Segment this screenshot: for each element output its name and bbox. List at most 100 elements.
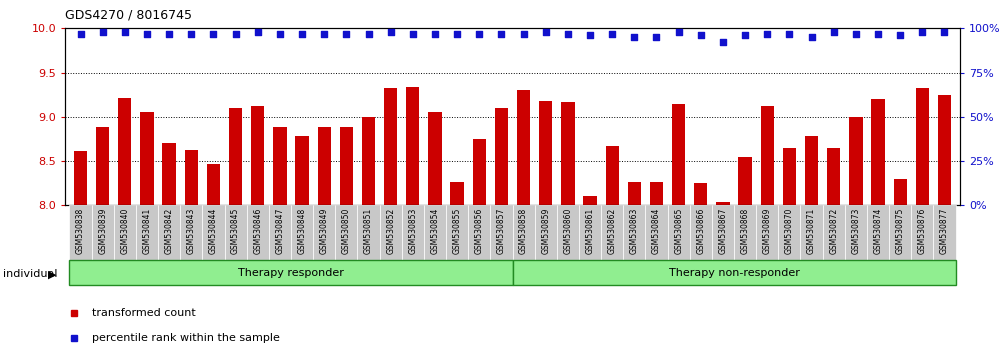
Text: GSM530851: GSM530851 [364, 208, 373, 254]
Text: Therapy non-responder: Therapy non-responder [669, 268, 799, 278]
Bar [446, 205, 468, 260]
Text: GSM530861: GSM530861 [586, 208, 595, 254]
Bar [938, 95, 951, 205]
Bar [845, 205, 867, 260]
Point [826, 29, 842, 35]
Bar [761, 106, 774, 205]
Point [405, 31, 421, 36]
Point [582, 33, 598, 38]
Text: GSM530842: GSM530842 [165, 208, 174, 254]
Bar [162, 143, 176, 205]
Text: GSM530876: GSM530876 [918, 208, 927, 255]
Text: GSM530855: GSM530855 [453, 208, 462, 255]
Bar [645, 205, 668, 260]
Bar [805, 136, 818, 205]
Bar [690, 205, 712, 260]
Bar [628, 182, 641, 205]
Bar [871, 99, 885, 205]
Point [804, 34, 820, 40]
Bar [827, 148, 840, 205]
Text: GSM530841: GSM530841 [142, 208, 151, 254]
Point [95, 29, 111, 35]
Bar [823, 205, 845, 260]
Point [870, 31, 886, 36]
Text: GSM530868: GSM530868 [741, 208, 750, 254]
Bar [756, 205, 778, 260]
Text: GSM530874: GSM530874 [874, 208, 883, 255]
Text: percentile rank within the sample: percentile rank within the sample [92, 333, 280, 343]
Bar [207, 164, 220, 205]
Bar [229, 108, 242, 205]
Point [316, 31, 332, 36]
Bar [583, 196, 597, 205]
Text: GSM530849: GSM530849 [320, 208, 329, 255]
Point [626, 34, 642, 40]
Text: GSM530858: GSM530858 [519, 208, 528, 254]
Point [648, 34, 664, 40]
Text: GSM530870: GSM530870 [785, 208, 794, 255]
Bar [694, 183, 707, 205]
Text: GSM530839: GSM530839 [98, 208, 107, 255]
Bar [295, 136, 309, 205]
Bar [867, 205, 889, 260]
Text: GSM530845: GSM530845 [231, 208, 240, 255]
Bar [561, 102, 575, 205]
Bar [335, 205, 357, 260]
Bar [450, 182, 464, 205]
Bar [579, 205, 601, 260]
Point [737, 33, 753, 38]
Bar [318, 127, 331, 205]
Point [914, 29, 930, 35]
Text: GSM530846: GSM530846 [253, 208, 262, 255]
Text: GSM530860: GSM530860 [563, 208, 572, 255]
Bar [539, 101, 552, 205]
Bar [783, 148, 796, 205]
Text: ▶: ▶ [48, 269, 56, 279]
Text: GSM530853: GSM530853 [408, 208, 417, 255]
Bar [140, 112, 154, 205]
Bar [468, 205, 490, 260]
Point [781, 31, 797, 36]
Bar [273, 127, 287, 205]
Bar [889, 205, 911, 260]
Bar [185, 149, 198, 205]
Text: GDS4270 / 8016745: GDS4270 / 8016745 [65, 9, 192, 22]
Bar [800, 205, 823, 260]
Bar [778, 205, 800, 260]
Bar [517, 90, 530, 205]
Text: GSM530843: GSM530843 [187, 208, 196, 255]
Point [361, 31, 377, 36]
Bar [557, 205, 579, 260]
Bar [158, 205, 180, 260]
Bar [650, 182, 663, 205]
Point [449, 31, 465, 36]
Bar [251, 106, 264, 205]
Bar [424, 205, 446, 260]
Bar [202, 205, 225, 260]
Text: GSM530875: GSM530875 [896, 208, 905, 255]
Text: GSM530850: GSM530850 [342, 208, 351, 255]
Point [205, 31, 221, 36]
Point [493, 31, 509, 36]
Text: GSM530854: GSM530854 [430, 208, 439, 255]
Point [471, 31, 487, 36]
Bar [473, 139, 486, 205]
Point [936, 29, 952, 35]
Text: GSM530867: GSM530867 [718, 208, 727, 255]
Text: GSM530865: GSM530865 [674, 208, 683, 255]
Text: GSM530873: GSM530873 [851, 208, 860, 255]
Text: GSM530864: GSM530864 [652, 208, 661, 255]
Bar [269, 205, 291, 260]
Bar [712, 205, 734, 260]
Text: GSM530869: GSM530869 [763, 208, 772, 255]
Bar [92, 205, 114, 260]
Bar [357, 205, 380, 260]
Text: transformed count: transformed count [92, 308, 196, 318]
Bar [606, 146, 619, 205]
Point [560, 31, 576, 36]
Bar [402, 205, 424, 260]
Point [693, 33, 709, 38]
Point [183, 31, 199, 36]
Point [139, 31, 155, 36]
Bar [512, 260, 956, 285]
